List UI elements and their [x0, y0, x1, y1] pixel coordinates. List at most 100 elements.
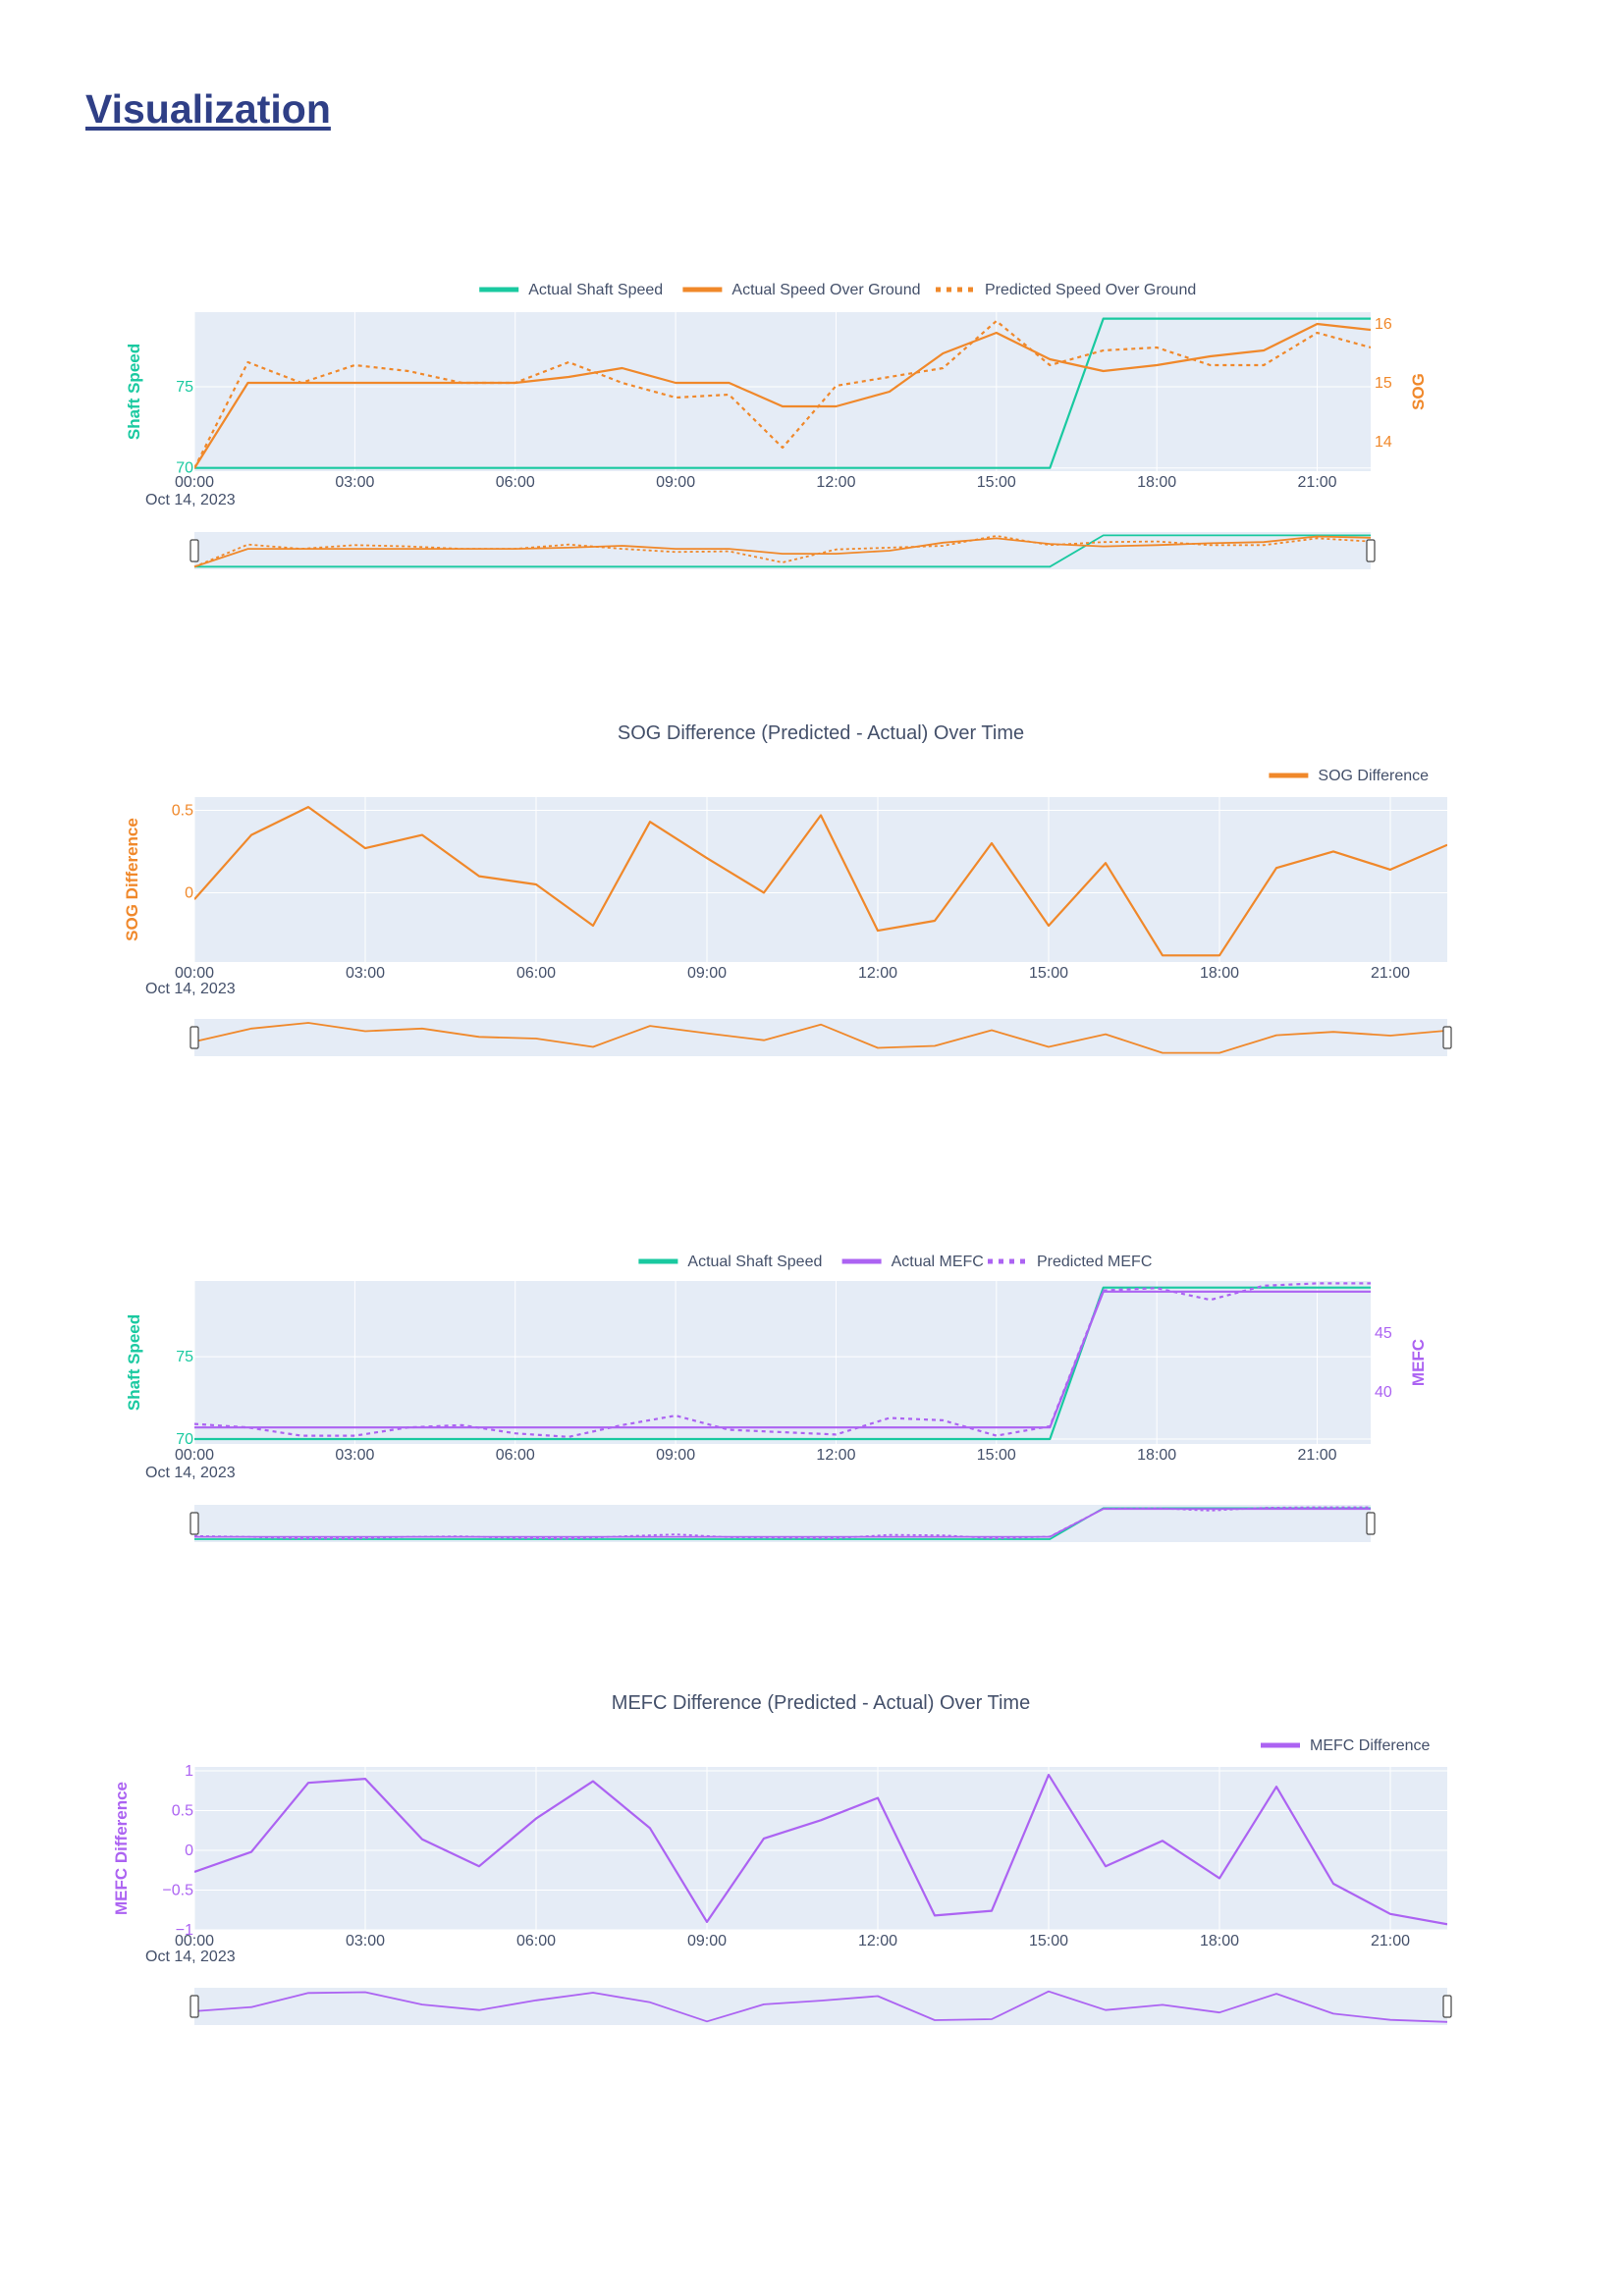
rangeslider-right-handle[interactable] [1442, 1026, 1452, 1049]
sog-difference-chart: SOG Difference (Predicted - Actual) Over… [123, 722, 1452, 1056]
page-heading: Visualization [85, 86, 331, 132]
legend-item-actual-shaft-speed[interactable]: Actual Shaft Speed [638, 1254, 822, 1270]
x-tick-label: 15:00 [1029, 965, 1068, 982]
legend-item-actual-shaft-speed[interactable]: Actual Shaft Speed [479, 282, 663, 298]
x-tick-label: 12:00 [816, 1447, 855, 1464]
x-tick-label: 15:00 [977, 1447, 1016, 1464]
left-axis-title: MEFC Difference [112, 1782, 131, 1915]
x-tick-label: 15:00 [1029, 1933, 1068, 1949]
rangeslider-left-handle[interactable] [189, 1026, 199, 1049]
rangeslider-left-handle[interactable] [189, 1512, 199, 1535]
x-tick-label: 18:00 [1200, 965, 1239, 982]
legend-label: SOG Difference [1318, 768, 1429, 784]
legend-label: Actual Shaft Speed [528, 282, 663, 298]
plot-area [194, 312, 1371, 471]
right-axis-title: SOG [1409, 373, 1428, 410]
legend-label: MEFC Difference [1310, 1737, 1431, 1754]
x-tick-label: 18:00 [1137, 1447, 1176, 1464]
mefc-difference-chart: MEFC Difference (Predicted - Actual) Ove… [112, 1692, 1452, 2025]
rangeslider-bg [194, 1988, 1447, 2025]
x-tick-label: 09:00 [687, 1933, 727, 1949]
x-tick-label: 03:00 [346, 965, 385, 982]
x-tick-label: 09:00 [656, 1447, 695, 1464]
x-tick-label: 21:00 [1298, 474, 1337, 491]
x-tick-label: 06:00 [496, 474, 535, 491]
rangeslider-line-predicted-speed-over-ground [193, 534, 1372, 568]
legend-label: Actual Speed Over Ground [731, 282, 920, 298]
x-tick-label: 12:00 [816, 474, 855, 491]
x-tick-label: 18:00 [1137, 474, 1176, 491]
rangeslider-left-handle[interactable] [189, 1995, 199, 2018]
left-tick-label: 70 [176, 460, 193, 477]
legend-item-predicted-mefc[interactable]: Predicted MEFC [988, 1254, 1152, 1270]
rangeslider-bg [194, 1505, 1371, 1542]
left-tick-label: 70 [176, 1431, 193, 1448]
x-tick-label: 06:00 [516, 965, 556, 982]
x-tick-label: 00:00 [175, 965, 214, 982]
rangeslider-left-handle[interactable] [189, 539, 199, 562]
rangeslider-line-predicted-mefc [193, 1506, 1371, 1540]
x-tick-label: 15:00 [977, 474, 1016, 491]
right-tick-label: 16 [1375, 316, 1392, 333]
x-tick-label: 06:00 [516, 1933, 556, 1949]
series-line-predicted-speed-over-ground [194, 319, 1371, 469]
right-axis-title: MEFC [1409, 1339, 1428, 1386]
legend-item-actual-speed-over-ground[interactable]: Actual Speed Over Ground [682, 282, 921, 298]
x-tick-label: 09:00 [656, 474, 695, 491]
x-date-label: Oct 14, 2023 [145, 1949, 236, 1965]
rangeslider-right-handle[interactable] [1366, 1512, 1376, 1535]
legend-item-actual-mefc[interactable]: Actual MEFC [841, 1254, 984, 1270]
shaft-speed-sog-chart: 00:00 03:00 06:00 09:00 12:00 15:00 18:00 21:00… [125, 282, 1428, 569]
legend-item-sog-difference[interactable]: SOG Difference [1269, 768, 1429, 784]
left-tick-label: 75 [176, 1349, 193, 1365]
left-tick-label: 0.5 [172, 802, 193, 819]
series-line-predicted-mefc [194, 1282, 1371, 1438]
x-tick-label: 06:00 [496, 1447, 535, 1464]
x-date-label: Oct 14, 2023 [145, 1465, 236, 1481]
rangeslider-line-sog-difference [193, 1022, 1448, 1054]
x-tick-label: 21:00 [1298, 1447, 1337, 1464]
plot-area [194, 797, 1447, 962]
chart-title: MEFC Difference (Predicted - Actual) Ove… [612, 1692, 1030, 1714]
rangeslider-bg [194, 532, 1371, 569]
left-axis-title: SOG Difference [123, 818, 141, 941]
legend-label: Actual MEFC [892, 1254, 984, 1270]
rangeslider-line-mefc-difference [193, 1990, 1448, 2023]
right-tick-label: 14 [1375, 434, 1392, 451]
plot-area [194, 1767, 1447, 1930]
rangeslider-right-handle[interactable] [1366, 539, 1376, 562]
series-line-mefc-difference [194, 1773, 1447, 1926]
left-tick-label: 0.5 [172, 1803, 193, 1820]
legend-item-mefc-difference[interactable]: MEFC Difference [1261, 1737, 1431, 1754]
left-axis-title: Shaft Speed [125, 344, 143, 440]
left-tick-label: 1 [185, 1763, 193, 1780]
x-tick-label: 09:00 [687, 965, 727, 982]
left-tick-label: 0 [185, 884, 193, 901]
x-tick-label: 21:00 [1371, 1933, 1410, 1949]
series-line-sog-difference [194, 805, 1447, 957]
x-tick-label: 00:00 [175, 474, 214, 491]
x-date-label: Oct 14, 2023 [145, 981, 236, 997]
x-tick-label: 03:00 [335, 1447, 374, 1464]
x-date-label: Oct 14, 2023 [145, 492, 236, 508]
x-tick-label: 03:00 [335, 474, 374, 491]
legend-label: Predicted MEFC [1037, 1254, 1152, 1270]
right-tick-label: 45 [1375, 1325, 1392, 1342]
left-tick-label: 0 [185, 1842, 193, 1859]
legend-label: Predicted Speed Over Ground [985, 282, 1196, 298]
left-axis-title: Shaft Speed [125, 1314, 143, 1411]
series-line-actual-speed-over-ground [194, 322, 1371, 469]
x-tick-label: 18:00 [1200, 1933, 1239, 1949]
shaft-speed-mefc-chart: 00:00 03:00 06:00 09:00 12:00 15:00 18:00 21:00… [125, 1254, 1428, 1542]
series-line-actual-shaft-speed [194, 1286, 1371, 1441]
left-tick-label: −0.5 [162, 1883, 193, 1899]
chart-title: SOG Difference (Predicted - Actual) Over… [618, 722, 1024, 744]
x-tick-label: 12:00 [858, 965, 897, 982]
right-tick-label: 15 [1375, 375, 1392, 392]
plot-area [194, 1281, 1371, 1444]
rangeslider-right-handle[interactable] [1442, 1995, 1452, 2018]
x-tick-label: 00:00 [175, 1933, 214, 1949]
legend-label: Actual Shaft Speed [687, 1254, 822, 1270]
rangeslider-line-actual-speed-over-ground [193, 535, 1372, 568]
legend-item-predicted-speed-over-ground[interactable]: Predicted Speed Over Ground [936, 282, 1196, 298]
